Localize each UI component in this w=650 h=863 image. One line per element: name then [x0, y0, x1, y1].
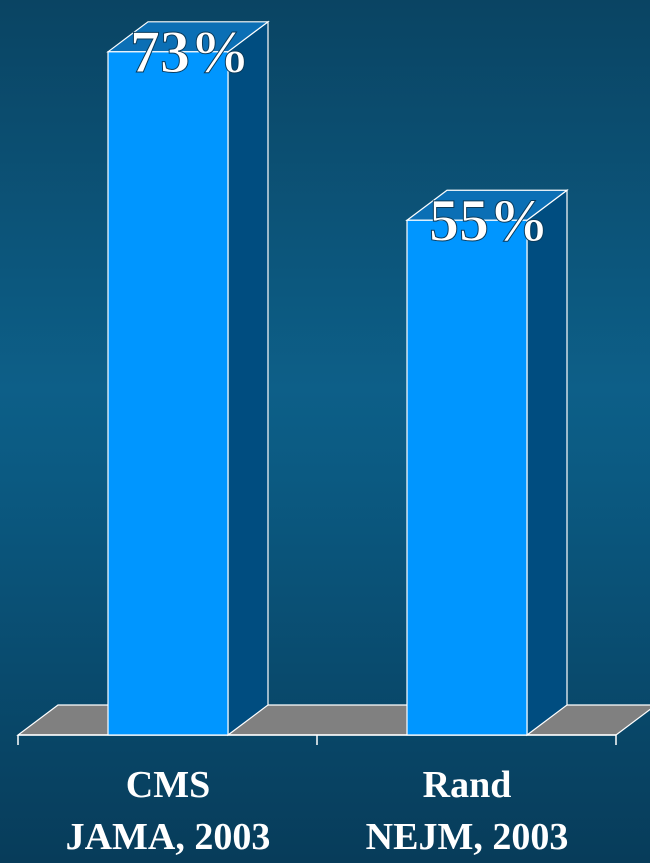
category-labels: CMS JAMA, 2003 Rand NEJM, 2003	[66, 764, 569, 858]
bar-side	[526, 189, 568, 737]
bar	[405, 189, 569, 737]
category-name: CMS	[126, 764, 210, 806]
bar-front	[107, 51, 229, 736]
data-labels: 73% 55%	[130, 18, 550, 253]
x-axis	[17, 734, 617, 745]
category-source: JAMA, 2003	[66, 816, 271, 858]
bar-front	[406, 219, 528, 736]
bar-side	[227, 20, 269, 737]
category-source: NEJM, 2003	[366, 816, 569, 858]
bars	[106, 20, 569, 737]
category-label: Rand NEJM, 2003	[366, 764, 569, 858]
bar	[106, 20, 270, 737]
data-label: 55%	[429, 187, 549, 253]
category-label: CMS JAMA, 2003	[66, 764, 271, 858]
category-name: Rand	[423, 764, 512, 806]
data-label: 73%	[130, 19, 250, 85]
